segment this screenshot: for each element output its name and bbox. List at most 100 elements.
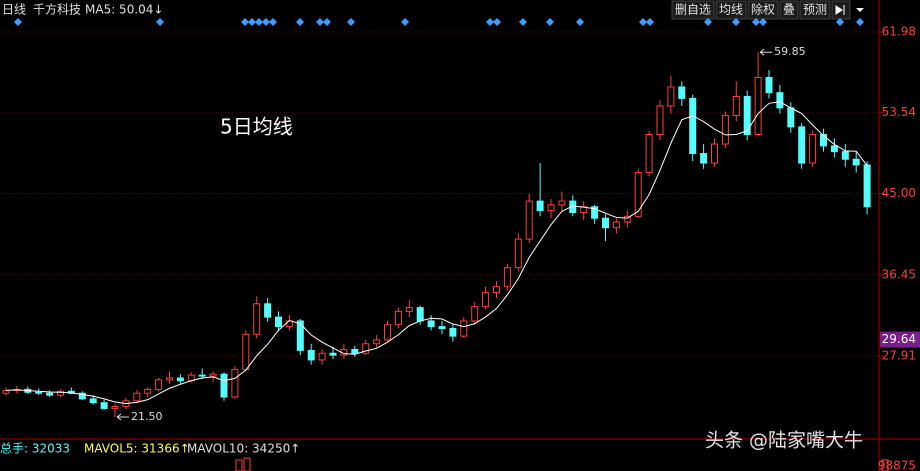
current-price-label: 29.64	[882, 332, 916, 346]
candle-body	[645, 134, 653, 174]
event-marker	[248, 18, 256, 26]
candle-body	[787, 107, 795, 128]
candle-body	[46, 392, 54, 396]
candle-body	[296, 320, 304, 351]
candle-body	[689, 97, 697, 155]
candle-body	[602, 217, 609, 229]
toolbar-icon	[835, 5, 845, 15]
event-marker	[759, 18, 767, 26]
candle-body	[198, 374, 206, 377]
event-marker	[296, 18, 304, 26]
candle-body	[820, 134, 827, 147]
dropdown-icon	[856, 8, 864, 12]
candle-body	[133, 392, 141, 402]
event-marker	[856, 18, 864, 26]
y-tick-label: 53.54	[882, 105, 916, 119]
candle-body	[394, 310, 402, 326]
candle-body	[667, 86, 675, 107]
candle-body	[405, 307, 413, 312]
candle-body	[78, 392, 86, 400]
candle-body	[503, 267, 511, 288]
volume-bar	[235, 459, 243, 471]
candle-body	[776, 92, 784, 109]
candle-body	[612, 221, 620, 229]
candle-body	[176, 377, 184, 382]
toolbar-label: 预测	[803, 3, 827, 17]
candle-body	[656, 105, 664, 136]
candle-body	[351, 348, 359, 354]
candle-body	[100, 402, 108, 409]
y-tick-label: 61.98	[882, 24, 916, 38]
event-marker	[576, 18, 584, 26]
current-price-box	[880, 331, 920, 348]
candle-body	[264, 303, 272, 318]
candle-body	[449, 328, 457, 337]
candle-body	[852, 158, 860, 166]
candle-body	[623, 215, 631, 223]
event-marker	[255, 18, 263, 26]
volume-bar	[243, 457, 251, 471]
candle-body	[525, 200, 533, 240]
toolbar-button	[671, 0, 715, 20]
candle-body	[242, 333, 250, 370]
candle-body	[329, 352, 337, 356]
candle-body	[732, 95, 740, 116]
candle-body	[35, 391, 43, 394]
y-tick-label: 36.45	[882, 267, 916, 281]
event-marker	[156, 18, 164, 26]
candle-body	[798, 126, 806, 164]
toolbar-label: 除权	[751, 2, 775, 17]
candle-body	[362, 343, 370, 354]
candle-body	[493, 286, 500, 293]
low-arrow	[116, 413, 129, 421]
candle-body	[547, 204, 555, 212]
candle-body	[231, 368, 239, 398]
candle-body	[307, 349, 315, 361]
event-marker	[546, 18, 554, 26]
candle-body	[514, 238, 522, 269]
mavol5: MAVOL5: 31366↑	[84, 442, 190, 456]
toolbar-label: 叠	[783, 3, 795, 17]
candle-body	[166, 377, 173, 381]
candle-body	[89, 398, 97, 404]
toolbar-button	[715, 0, 747, 20]
ma-label: MA5: 50.04↓	[85, 3, 163, 17]
candle-body	[471, 306, 479, 322]
candle-body	[373, 339, 381, 345]
candle-body	[155, 379, 163, 390]
toolbar-button	[779, 0, 799, 20]
candle-body	[318, 352, 326, 361]
candle-body	[57, 390, 64, 396]
candle-body	[841, 151, 849, 160]
low-label: 21.50	[131, 410, 163, 423]
period: 日线	[2, 3, 26, 17]
event-marker	[732, 18, 740, 26]
event-marker	[401, 18, 409, 26]
candle-body	[678, 86, 686, 99]
candle-body	[482, 291, 490, 308]
event-marker	[646, 18, 654, 26]
candle-body	[384, 324, 391, 341]
candle-body	[209, 373, 217, 377]
candle-body	[111, 406, 119, 409]
candle-body	[416, 307, 424, 322]
candle-body	[144, 388, 152, 394]
candle-body	[427, 320, 435, 328]
event-marker	[14, 18, 22, 26]
event-marker	[519, 18, 527, 26]
candle-body	[743, 95, 751, 136]
event-marker	[347, 18, 355, 26]
y-tick-label: 27.91	[882, 349, 916, 363]
event-marker	[752, 18, 760, 26]
stock-name: 千方科技	[33, 2, 81, 17]
candle-body	[809, 134, 817, 164]
candle-body	[700, 153, 708, 164]
event-marker	[241, 18, 249, 26]
volume-bar	[881, 459, 889, 471]
event-marker	[704, 18, 712, 26]
candle-body	[721, 114, 729, 145]
candle-body	[754, 76, 762, 136]
mavol10: MAVOL10: 34250↑	[187, 442, 300, 456]
event-marker	[639, 18, 647, 26]
